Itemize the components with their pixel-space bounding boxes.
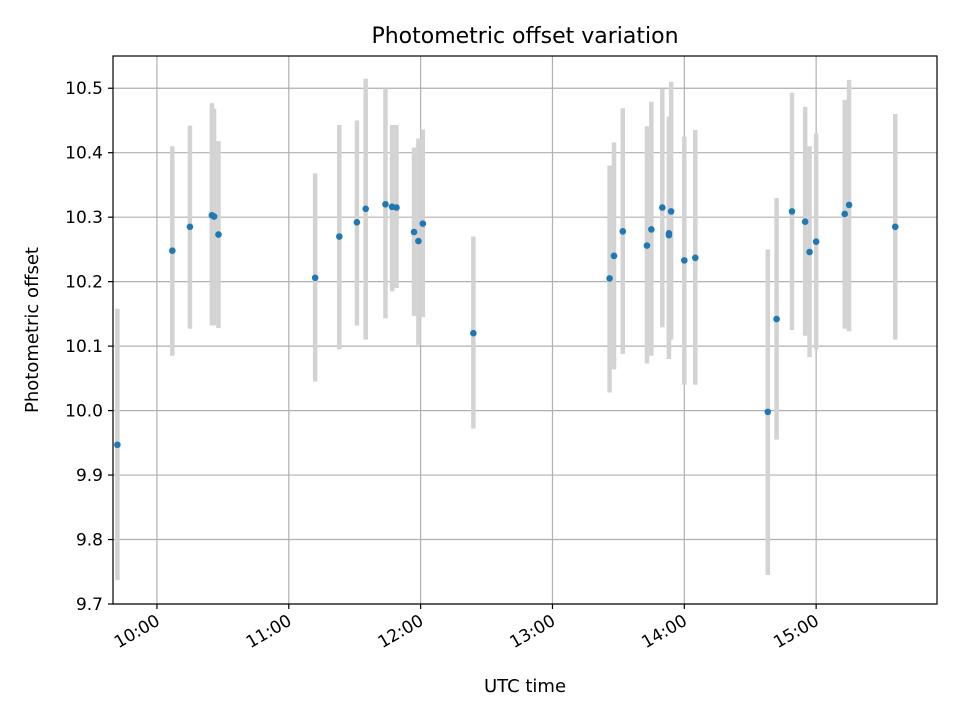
y-tick-label: 10.1 bbox=[65, 337, 103, 357]
data-point bbox=[691, 254, 699, 262]
y-tick-label: 10.4 bbox=[65, 144, 103, 164]
y-tick-label: 10.3 bbox=[65, 208, 103, 228]
data-point bbox=[812, 238, 820, 245]
data-point bbox=[667, 208, 675, 215]
data-point bbox=[169, 247, 176, 255]
data-point bbox=[353, 219, 361, 226]
x-axis-label: UTC time bbox=[484, 676, 566, 697]
data-point bbox=[643, 242, 651, 249]
data-point bbox=[619, 228, 627, 235]
plot-frame bbox=[112, 55, 938, 605]
data-point bbox=[610, 252, 618, 260]
data-point bbox=[215, 231, 222, 238]
data-point bbox=[806, 248, 813, 256]
data-point bbox=[186, 223, 194, 231]
data-point bbox=[410, 228, 418, 236]
data-point bbox=[362, 205, 369, 213]
data-point bbox=[470, 329, 477, 337]
y-tick-label: 9.8 bbox=[76, 531, 103, 551]
y-tick-label: 10.5 bbox=[65, 79, 103, 99]
data-point bbox=[659, 204, 666, 211]
data-point bbox=[665, 231, 673, 239]
data-point bbox=[210, 213, 218, 220]
y-tick-label: 9.9 bbox=[76, 466, 103, 486]
y-axis-ticks: 9.7 9.8 9.9 10.0 10.1 10.2 10.3 10.4 10.5 bbox=[65, 79, 113, 615]
chart-title: Photometric offset variation bbox=[371, 24, 678, 49]
data-point bbox=[681, 257, 688, 264]
y-tick-label: 10.0 bbox=[65, 402, 103, 422]
data-point bbox=[336, 233, 343, 240]
data-point bbox=[788, 208, 796, 215]
data-point bbox=[393, 204, 400, 211]
data-point bbox=[648, 226, 655, 233]
data-point bbox=[801, 218, 809, 225]
data-point bbox=[773, 315, 780, 323]
y-tick-label: 9.7 bbox=[76, 595, 103, 615]
data-point bbox=[764, 408, 772, 416]
data-point bbox=[311, 274, 319, 282]
data-point bbox=[891, 223, 899, 231]
data-point bbox=[606, 275, 613, 282]
data-point bbox=[114, 441, 121, 449]
data-points bbox=[114, 200, 899, 449]
data-point bbox=[841, 210, 849, 218]
data-point bbox=[382, 200, 389, 208]
y-axis-label: Photometric offset bbox=[22, 247, 43, 413]
y-tick-label: 10.2 bbox=[65, 273, 103, 293]
data-point bbox=[845, 201, 853, 209]
data-point bbox=[419, 220, 427, 227]
data-point bbox=[415, 237, 422, 245]
